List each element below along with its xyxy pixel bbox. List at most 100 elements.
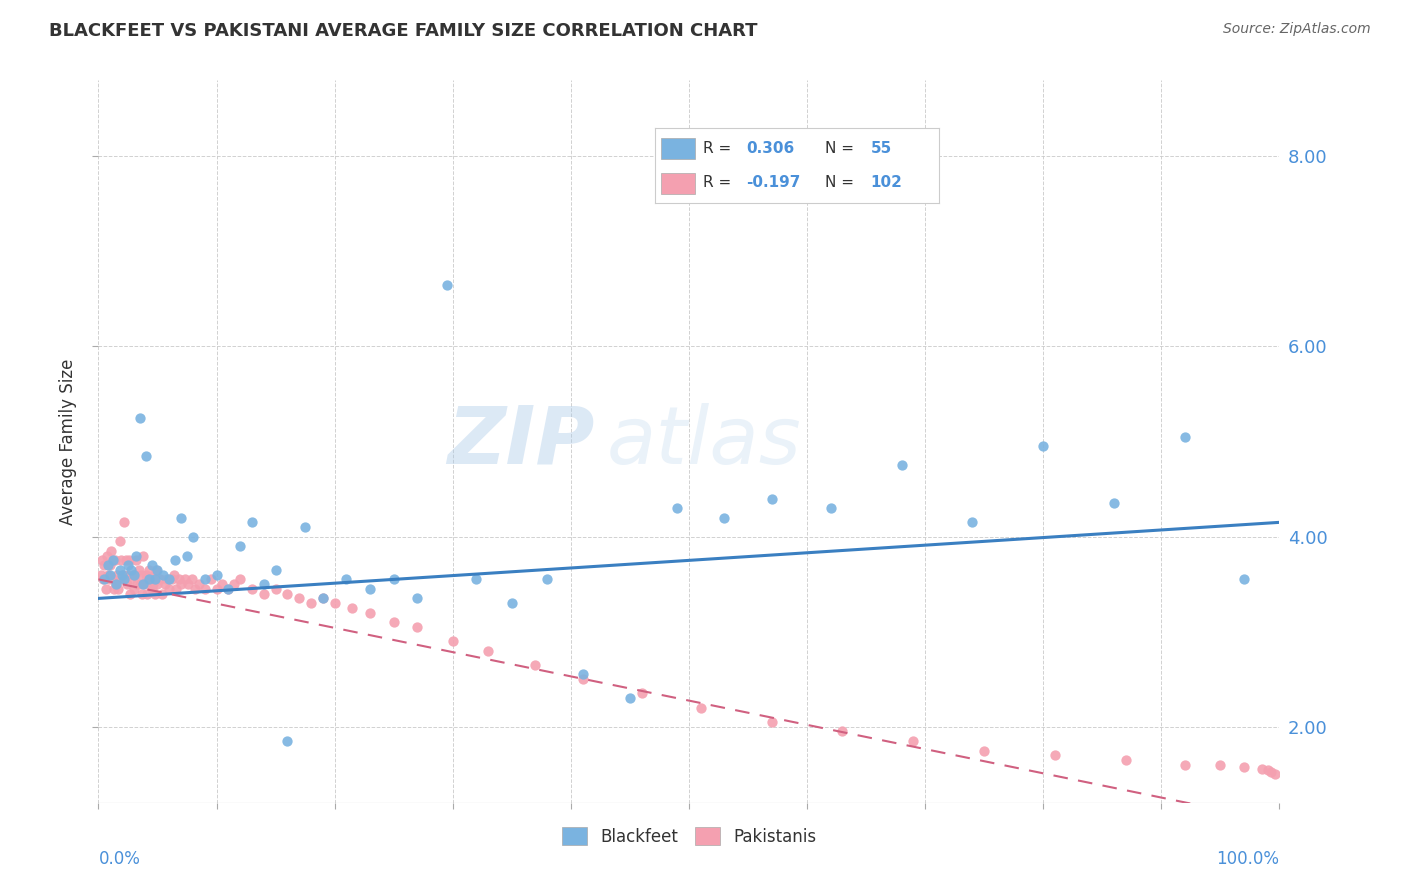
Point [176,549,198,563]
Text: 102: 102 [870,176,903,190]
Bar [661,138,695,160]
Point [713,510,735,524]
Point [141,582,163,596]
Point [163,567,186,582]
Point [973,743,995,757]
Point [98,567,121,582]
Text: N =: N = [825,176,859,190]
Point [240,516,263,530]
Point [187,577,209,591]
Point [689,700,711,714]
Point [761,491,783,506]
Point [139,573,162,587]
Text: 100.0%: 100.0% [1216,850,1279,868]
Point [128,563,150,577]
Point [1115,753,1137,767]
Point [167,573,190,587]
Point [200,573,222,587]
Point [143,573,166,587]
Point [619,691,641,706]
Point [177,577,200,591]
Point [820,501,842,516]
Point [127,577,149,591]
Point [134,577,156,591]
Point [135,449,157,463]
Text: BLACKFEET VS PAKISTANI AVERAGE FAMILY SIZE CORRELATION CHART: BLACKFEET VS PAKISTANI AVERAGE FAMILY SI… [49,22,758,40]
Point [101,573,124,587]
Point [217,582,239,596]
Point [93,558,115,573]
Point [173,573,195,587]
Point [103,582,125,596]
Point [149,573,172,587]
Point [571,672,593,686]
Point [105,577,128,591]
Point [180,573,202,587]
Point [170,577,193,591]
Text: N =: N = [825,141,859,155]
Point [630,686,652,700]
Point [240,582,263,596]
Point [117,558,139,573]
Point [276,587,298,601]
Point [465,573,488,587]
Point [501,596,523,610]
Point [165,582,187,596]
Point [359,606,381,620]
Point [124,567,146,582]
Point [288,591,311,606]
Point [97,567,120,582]
Point [146,577,169,591]
Point [153,577,176,591]
Point [1233,759,1256,773]
Point [146,563,169,577]
Point [114,553,136,567]
Point [145,563,167,577]
Point [138,563,160,577]
Point [132,577,155,591]
Point [142,577,165,591]
Point [111,567,134,582]
Point [359,582,381,596]
Point [477,643,499,657]
Point [125,549,148,563]
Point [91,553,114,567]
Point [117,567,139,582]
Point [524,657,547,672]
Y-axis label: Average Family Size: Average Family Size [59,359,77,524]
Point [111,573,134,587]
Point [143,587,166,601]
Point [211,577,233,591]
Point [128,410,150,425]
Point [156,573,179,587]
Point [115,577,138,591]
Point [105,567,128,582]
Text: -0.197: -0.197 [745,176,800,190]
Point [112,567,135,582]
Point [170,510,193,524]
Point [890,458,912,473]
Point [138,573,160,587]
Point [97,558,120,573]
Point [150,587,173,601]
Point [1102,496,1125,510]
Point [121,573,143,587]
Text: atlas: atlas [606,402,801,481]
Text: 55: 55 [870,141,891,155]
Point [276,734,298,748]
Text: 0.0%: 0.0% [98,850,141,868]
Text: R =: R = [703,141,737,155]
Point [101,553,124,567]
Point [121,567,143,582]
Point [107,582,129,596]
Point [125,553,148,567]
Point [90,567,112,582]
Point [157,582,180,596]
Point [1233,573,1256,587]
Point [142,567,165,582]
Point [299,596,322,610]
Point [131,587,153,601]
Point [104,553,127,567]
Point [312,591,335,606]
Point [121,563,143,577]
